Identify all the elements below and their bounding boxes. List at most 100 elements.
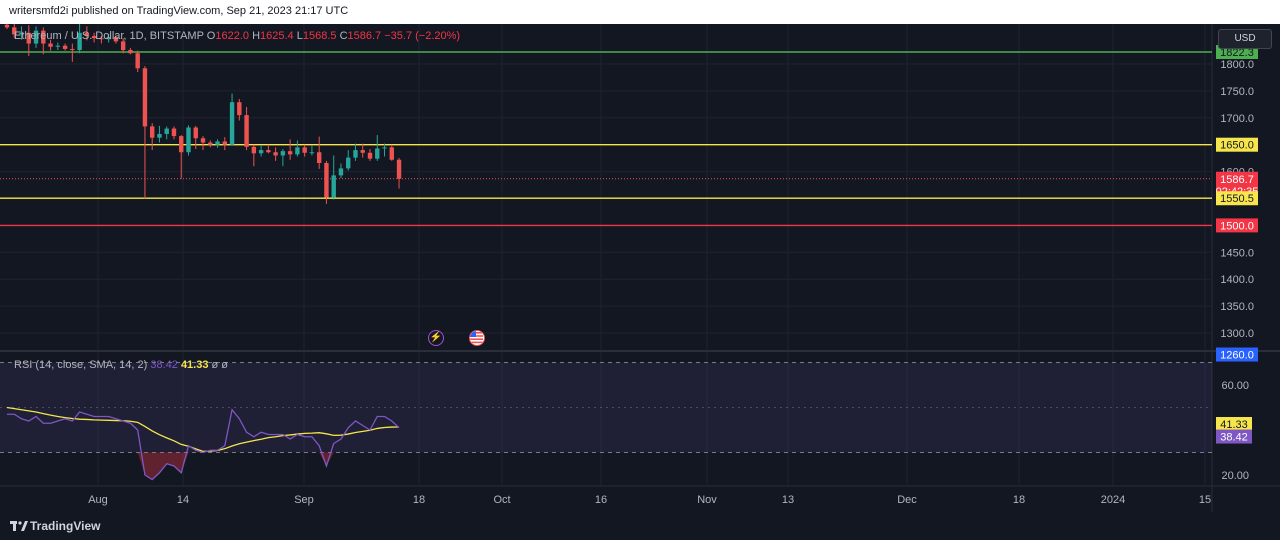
time-tick-label: Sep <box>294 494 314 506</box>
symbol-legend[interactable]: Ethereum / U.S. Dollar, 1D, BITSTAMP O16… <box>14 30 460 42</box>
candle <box>375 135 380 161</box>
currency-button[interactable]: USD <box>1218 29 1272 49</box>
candle <box>157 125 162 143</box>
candle <box>258 145 264 157</box>
candle <box>186 125 191 156</box>
candle <box>295 140 300 157</box>
publish-info: writersmfd2i published on TradingView.co… <box>9 5 349 17</box>
candle <box>389 144 394 161</box>
candle <box>4 24 10 30</box>
candle <box>309 145 315 156</box>
candle <box>48 39 53 51</box>
rsi-value: 41.33 <box>180 359 209 371</box>
candle <box>33 26 39 48</box>
candle-body <box>346 157 351 169</box>
tradingview-logo-icon[interactable] <box>10 521 28 531</box>
high-value: 1625.4 <box>260 30 294 42</box>
candle-body <box>353 150 358 158</box>
candle-body <box>273 152 278 156</box>
candle <box>193 125 198 150</box>
rsi-legend[interactable]: RSI (14, close, SMA, 14, 2) 38.42 41.33 … <box>14 359 228 371</box>
rsi-badge-bg <box>1216 429 1252 444</box>
price-pane-background <box>0 24 1212 350</box>
candle <box>244 107 249 151</box>
price-badge: 1550.5 <box>1216 191 1258 206</box>
price-tick-label: 1450.0 <box>1220 247 1254 259</box>
candle <box>128 47 133 55</box>
candle-body <box>229 102 235 145</box>
candle-body <box>389 147 394 160</box>
candle-body <box>113 37 119 42</box>
candle-body <box>19 32 24 35</box>
candle-body <box>142 68 148 127</box>
candle <box>222 137 227 151</box>
price-tick-label: 1300.0 <box>1220 328 1254 340</box>
rsi-tick-label: 60.00 <box>1221 380 1249 392</box>
rsi-badge-bg <box>1216 417 1252 432</box>
candle <box>251 144 257 167</box>
candle-body <box>237 102 242 116</box>
rsi-pane-background <box>0 352 1212 486</box>
price-badge-text: 1500.0 <box>1220 220 1254 232</box>
candle-body <box>258 150 264 154</box>
candle-body <box>179 136 184 153</box>
price-tick-label: 1700.0 <box>1220 113 1254 125</box>
candle <box>215 139 220 148</box>
candle <box>287 139 293 160</box>
candle-body <box>396 159 402 179</box>
time-axis-background <box>0 486 1212 512</box>
candle-body <box>12 27 17 35</box>
candle <box>179 135 184 179</box>
candle-body <box>316 152 322 163</box>
candle <box>19 26 24 40</box>
candle-body <box>338 168 344 176</box>
price-tick-label: 1400.0 <box>1220 274 1254 286</box>
candle <box>353 143 358 161</box>
price-badge-text: 1586.7 <box>1220 174 1254 186</box>
price-badge-text: 1260.0 <box>1220 350 1254 362</box>
time-tick-label: 18 <box>1013 494 1025 506</box>
candle-body <box>70 48 75 51</box>
candle-body <box>287 151 293 155</box>
time-tick-label: 16 <box>595 494 607 506</box>
candle-body <box>48 43 53 47</box>
rsi-badge: 38.42 <box>1216 429 1252 444</box>
candle-body <box>309 152 315 154</box>
candle-body <box>4 24 10 28</box>
time-tick-label: 18 <box>413 494 425 506</box>
rsi-badge: 41.33 <box>1216 417 1252 432</box>
candle <box>324 160 329 204</box>
open-value: 1622.0 <box>215 30 249 42</box>
price-tick-label: 1750.0 <box>1220 86 1254 98</box>
candle <box>208 140 213 148</box>
candle <box>120 38 126 54</box>
candle-body <box>193 127 198 139</box>
lightning-icon[interactable]: ⚡ <box>428 330 444 346</box>
candle-body <box>91 36 97 39</box>
close-value: 1586.7 <box>347 30 382 42</box>
candle <box>77 24 82 54</box>
close-label: C <box>339 30 348 42</box>
candle <box>142 66 148 199</box>
candle <box>84 26 90 41</box>
publish-header: writersmfd2i published on TradingView.co… <box>0 0 1280 24</box>
candle-body <box>324 162 329 198</box>
time-tick-label: Dec <box>897 494 917 506</box>
time-tick-label: Aug <box>88 494 108 506</box>
candle-body <box>84 32 90 37</box>
us-flag-icon[interactable] <box>469 330 485 346</box>
candle <box>106 33 111 43</box>
chart-area[interactable]: 1800.01750.01700.01650.01600.01550.01500… <box>0 24 1280 512</box>
candle-body <box>215 141 220 145</box>
tradingview-brand[interactable]: TradingView <box>30 519 101 533</box>
candle-body <box>360 150 365 153</box>
price-badge-text: 1822.3 <box>1220 47 1254 59</box>
candle-body <box>375 148 380 159</box>
time-tick-label: 14 <box>177 494 189 506</box>
candle <box>237 98 242 121</box>
candle <box>12 24 17 39</box>
time-tick-label: 13 <box>782 494 794 506</box>
candle-body <box>208 142 213 145</box>
candle-body <box>280 151 286 156</box>
price-badge-bg <box>1216 137 1258 152</box>
